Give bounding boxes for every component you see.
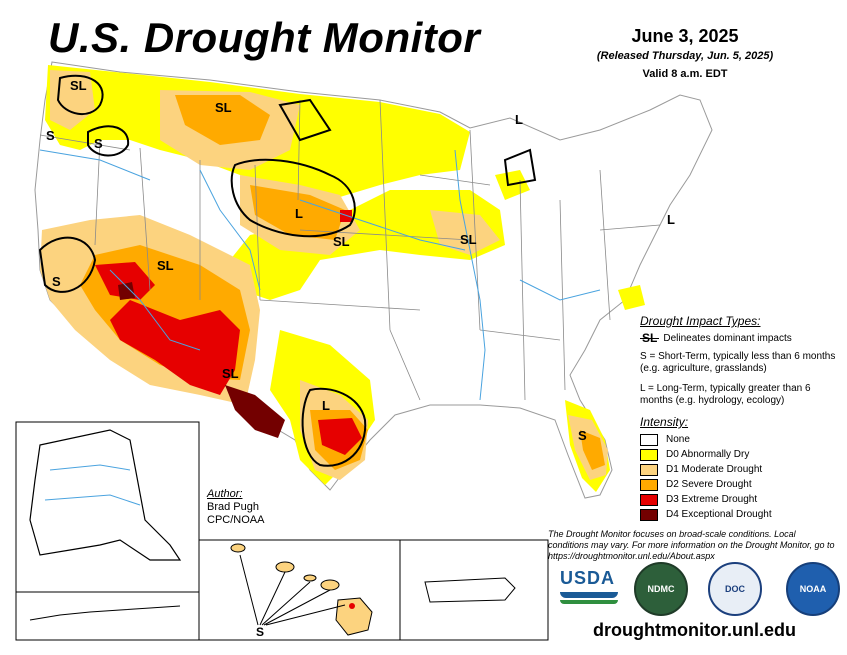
author-name: Brad Pugh <box>207 501 259 513</box>
impact-lines <box>38 74 537 467</box>
author-block: Author: Brad Pugh CPC/NOAA <box>207 488 264 527</box>
release-date: (Released Thursday, Jun. 5, 2025) <box>596 50 774 62</box>
ndmc-logo: NDMC <box>634 562 688 616</box>
intensity-label: D0 Abnormally Dry <box>666 449 750 460</box>
usda-logo: USDA <box>560 568 618 604</box>
state-borders <box>39 99 661 401</box>
author-heading: Author: <box>207 488 243 500</box>
label-sl-northwest: SL <box>70 78 87 93</box>
usda-logo-text: USDA <box>560 568 616 588</box>
website-url[interactable]: droughtmonitor.unl.edu <box>593 620 796 640</box>
intensity-swatch <box>640 478 658 491</box>
label-s-california: S <box>52 274 61 289</box>
d3-regions <box>95 210 362 455</box>
short-term-description: S = Short-Term, typically less than 6 mo… <box>640 351 836 374</box>
hawaii-inset <box>198 539 401 641</box>
noaa-logo-text: NOAA <box>799 584 827 594</box>
intensity-swatch <box>640 448 658 461</box>
ndmc-logo-text: NDMC <box>647 584 675 594</box>
valid-time: Valid 8 a.m. EDT <box>642 68 728 80</box>
intensity-legend-item: D4 Exceptional Drought <box>640 507 840 522</box>
legend: Drought Impact Types: SL Delineates domi… <box>639 314 840 522</box>
label-l-northeast: L <box>667 212 675 227</box>
long-term-description: L = Long-Term, typically greater than 6 … <box>640 383 811 406</box>
label-s-idaho: S <box>94 136 103 151</box>
intensity-label: None <box>666 434 690 445</box>
intensity-label: D3 Extreme Drought <box>666 494 758 505</box>
intensity-legend-item: D3 Extreme Drought <box>640 492 840 507</box>
disclaimer-text: The Drought Monitor focuses on broad-sca… <box>548 529 835 561</box>
label-sl-new-mexico: SL <box>222 366 239 381</box>
sl-symbol: SL <box>639 331 660 345</box>
intensity-swatch <box>640 463 658 476</box>
map-date: June 3, 2025 <box>631 26 739 46</box>
intensity-legend-item: D0 Abnormally Dry <box>640 447 840 462</box>
label-sl-iowa: SL <box>460 232 477 247</box>
label-sl-montana: SL <box>215 100 232 115</box>
intensity-legend-item: D1 Moderate Drought <box>640 462 840 477</box>
noaa-logo: NOAA <box>786 562 840 616</box>
intensity-label: D4 Exceptional Drought <box>666 509 772 520</box>
author-org: CPC/NOAA <box>207 514 265 526</box>
commerce-logo-text: DOC <box>725 584 745 594</box>
label-sl-nebraska: SL <box>333 234 350 249</box>
sl-description: Delineates dominant impacts <box>663 332 792 344</box>
label-s-hawaii: S <box>256 625 265 639</box>
intensity-legend: None D0 Abnormally Dry D1 Moderate Drought… <box>640 432 840 522</box>
label-l-michigan: L <box>515 112 523 127</box>
alaska-inset <box>15 421 200 641</box>
intensity-legend-item: None <box>640 432 840 447</box>
intensity-swatch <box>640 493 658 506</box>
label-s-florida: S <box>578 428 587 443</box>
commerce-seal-logo: DOC <box>708 562 762 616</box>
intensity-swatch <box>640 433 658 446</box>
label-l-texas: L <box>322 398 330 413</box>
intensity-label: D1 Moderate Drought <box>666 464 763 475</box>
label-sl-arizona: SL <box>157 258 174 273</box>
rivers <box>39 149 601 401</box>
partner-logos: USDA NDMC DOC NOAA <box>560 562 840 616</box>
intensity-label: D2 Severe Drought <box>666 479 752 490</box>
puerto-rico-inset <box>399 539 549 641</box>
label-l-wyoming: L <box>295 206 303 221</box>
label-s-oregon: S <box>46 128 55 143</box>
intensity-legend-item: D2 Severe Drought <box>640 477 840 492</box>
d4-regions <box>118 282 285 438</box>
impact-legend-heading: Drought Impact Types: <box>640 314 761 328</box>
page-title: U.S. Drought Monitor <box>48 14 481 61</box>
impact-legend-sl-row: SL Delineates dominant impacts <box>639 331 840 345</box>
intensity-swatch <box>640 508 658 521</box>
intensity-legend-heading: Intensity: <box>640 415 689 429</box>
